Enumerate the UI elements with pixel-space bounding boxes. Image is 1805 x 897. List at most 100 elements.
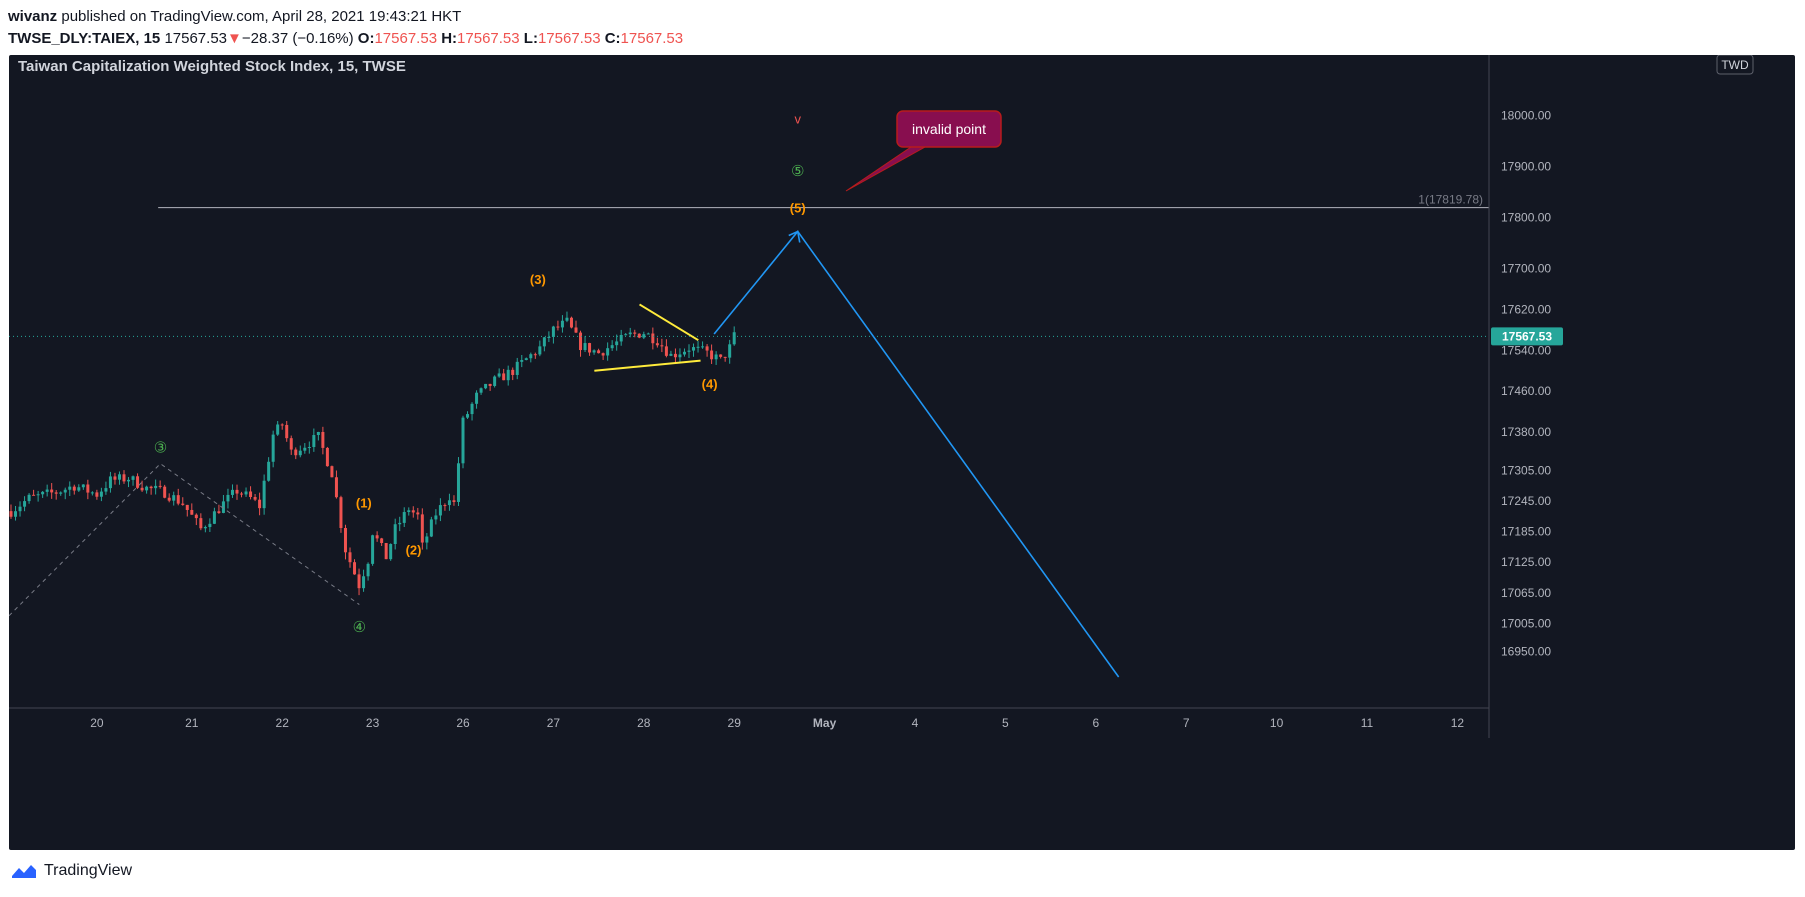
candle-body: [407, 510, 411, 513]
candle-body: [330, 466, 334, 478]
triangle-upper-line: [639, 303, 699, 342]
open-value: 17567.53: [374, 30, 438, 47]
candle-body: [312, 435, 316, 448]
axes-layer: 18000.00 17900.00 17800.00 17700.00 17620.00…: [9, 55, 1563, 738]
candle-body: [475, 392, 479, 404]
candle-body: [515, 361, 519, 375]
candle-body: [140, 487, 144, 491]
candle-body: [461, 417, 465, 464]
candle-body: [673, 353, 677, 358]
candle-body: [154, 485, 158, 489]
last-price: 17567.53: [164, 30, 228, 47]
candle-body: [371, 535, 375, 564]
candle-body: [701, 346, 705, 348]
projection-path: [713, 230, 1120, 678]
candle-body: [208, 523, 212, 528]
candle-body: [167, 497, 171, 501]
candle-body: [240, 493, 244, 495]
candle-body: [547, 336, 551, 338]
candle-body: [619, 334, 623, 342]
candle-body: [569, 317, 573, 328]
candle-body: [443, 505, 447, 507]
author-name[interactable]: wivanz: [8, 8, 58, 25]
candle-body: [249, 491, 253, 498]
candle-body: [723, 356, 727, 358]
candle-body: [176, 495, 180, 504]
candle-body: [68, 486, 72, 490]
candle-body: [267, 461, 271, 481]
price-tick-label: 17900.00: [1501, 160, 1551, 174]
candle-body: [45, 489, 49, 492]
candle-body: [687, 350, 691, 352]
wave-label-minor: (5): [790, 201, 806, 216]
candle-body: [104, 488, 108, 492]
wave-label-major: ⑤: [791, 163, 804, 180]
candle-body: [560, 320, 564, 328]
candle-body: [628, 332, 632, 335]
candle-body: [452, 500, 456, 502]
candle-body: [353, 562, 357, 575]
drawings-layer: 1(17819.78) (1) (2) (3) (4) (5) ③ ④ ⑤ v invalid po…: [9, 110, 1489, 678]
price-tick-label: 17305.00: [1501, 463, 1551, 477]
candle-body: [411, 510, 415, 513]
candle-body: [583, 343, 587, 351]
candle-body: [226, 494, 230, 502]
candle-body: [59, 492, 63, 494]
brand-name: TradingView: [44, 862, 133, 879]
candle-body: [479, 388, 483, 393]
candle-body: [127, 479, 131, 482]
candle-body: [420, 514, 424, 543]
price-tick-label: 17380.00: [1501, 425, 1551, 439]
time-tick-label: 22: [276, 716, 290, 730]
callout-text: invalid point: [912, 121, 986, 137]
callout-pointer: [845, 146, 927, 192]
candle-body: [18, 506, 22, 512]
candle-body: [438, 505, 442, 516]
currency-label: TWD: [1721, 58, 1749, 72]
candle-body: [72, 486, 76, 491]
candle-body: [551, 326, 555, 337]
candle-body: [511, 369, 515, 375]
callout-box: [896, 110, 1002, 148]
currency-badge[interactable]: [1716, 55, 1754, 75]
candle-body: [258, 499, 262, 509]
candle-body: [710, 350, 714, 360]
candle-body: [343, 528, 347, 553]
price-tick-label: 17185.00: [1501, 525, 1551, 539]
candle-body: [348, 552, 352, 563]
high-value: 17567.53: [457, 30, 520, 47]
candle-body: [488, 383, 492, 386]
candle-body: [592, 350, 596, 353]
candle-body: [669, 353, 673, 356]
candle-body: [276, 424, 280, 435]
candle-body: [728, 344, 732, 358]
time-tick-label: 23: [366, 716, 380, 730]
candle-body: [181, 503, 185, 505]
footer-brand[interactable]: TradingView: [10, 862, 132, 880]
price-tick-label: 18000.00: [1501, 109, 1551, 123]
publication-header: wivanz published on TradingView.com, Apr…: [8, 6, 1797, 50]
candle-body: [542, 337, 546, 347]
candle-body: [470, 403, 474, 415]
candle-body: [9, 511, 13, 517]
candle-body: [235, 489, 239, 494]
triangle-lower-line: [594, 359, 701, 372]
price-tick-label: 16950.00: [1501, 644, 1551, 658]
candle-body: [524, 358, 528, 361]
candle-body: [303, 447, 307, 451]
candle-body: [77, 487, 81, 491]
candlestick-chart[interactable]: 1(17819.78) (1) (2) (3) (4) (5) ③ ④ ⑤ v invalid po…: [9, 55, 1795, 850]
time-tick-label: 4: [912, 716, 919, 730]
candle-body: [502, 373, 506, 381]
candle-body: [14, 511, 18, 517]
chart-panel[interactable]: 1(17819.78) (1) (2) (3) (4) (5) ③ ④ ⑤ v invalid po…: [9, 55, 1795, 850]
close-value: 17567.53: [620, 30, 684, 47]
candle-body: [456, 463, 460, 502]
candle-body: [389, 544, 393, 560]
price-change: −28.37 (−0.16%): [241, 30, 354, 47]
candle-body: [23, 501, 27, 507]
candle-body: [253, 497, 257, 500]
candle-body: [185, 504, 189, 510]
price-tick-label: 17460.00: [1501, 384, 1551, 398]
price-tick-label: 17620.00: [1501, 303, 1551, 317]
